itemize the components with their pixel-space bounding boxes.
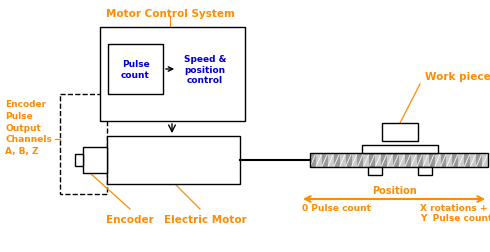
Bar	[482, 153, 488, 167]
Text: Encoder: Encoder	[106, 214, 154, 224]
Bar	[418, 167, 432, 175]
Text: Work piece holder: Work piece holder	[425, 72, 490, 82]
Bar	[310, 153, 316, 167]
Bar	[446, 153, 452, 167]
Bar	[458, 153, 464, 167]
Bar	[100, 28, 245, 121]
Bar	[108, 45, 163, 94]
Text: Electric Motor: Electric Motor	[164, 214, 246, 224]
Bar	[464, 153, 470, 167]
Bar	[387, 153, 393, 167]
Bar	[316, 153, 322, 167]
Text: Motor Control System: Motor Control System	[105, 9, 234, 19]
Bar	[364, 153, 369, 167]
Text: X rotations +
Y  Pulse counts: X rotations + Y Pulse counts	[420, 203, 490, 223]
Bar	[470, 153, 476, 167]
Bar	[369, 153, 375, 167]
Text: Speed &
position
control: Speed & position control	[184, 55, 226, 85]
Bar	[334, 153, 340, 167]
Bar	[107, 137, 240, 184]
Bar	[393, 153, 399, 167]
Bar	[452, 153, 458, 167]
Bar	[435, 153, 441, 167]
Bar	[381, 153, 387, 167]
Bar	[441, 153, 446, 167]
Bar	[322, 153, 328, 167]
Bar	[328, 153, 334, 167]
Bar	[423, 153, 429, 167]
Bar	[362, 145, 438, 153]
Bar	[345, 153, 351, 167]
Text: Position: Position	[371, 185, 416, 195]
Bar	[351, 153, 358, 167]
Bar	[399, 153, 405, 167]
Bar	[83, 147, 107, 173]
Text: Pulse
count: Pulse count	[121, 60, 150, 79]
Bar	[375, 153, 381, 167]
Bar	[476, 153, 482, 167]
Text: 0 Pulse count: 0 Pulse count	[302, 203, 371, 212]
Bar	[368, 167, 382, 175]
Bar	[429, 153, 435, 167]
Bar	[75, 154, 83, 166]
Bar	[382, 123, 418, 141]
Bar	[411, 153, 417, 167]
Bar	[60, 94, 107, 194]
Bar	[405, 153, 411, 167]
Bar	[358, 153, 364, 167]
Text: Encoder
Pulse
Output
Channels
A, B, Z: Encoder Pulse Output Channels A, B, Z	[5, 100, 52, 155]
Bar	[417, 153, 423, 167]
Bar	[340, 153, 345, 167]
Bar	[310, 153, 488, 167]
